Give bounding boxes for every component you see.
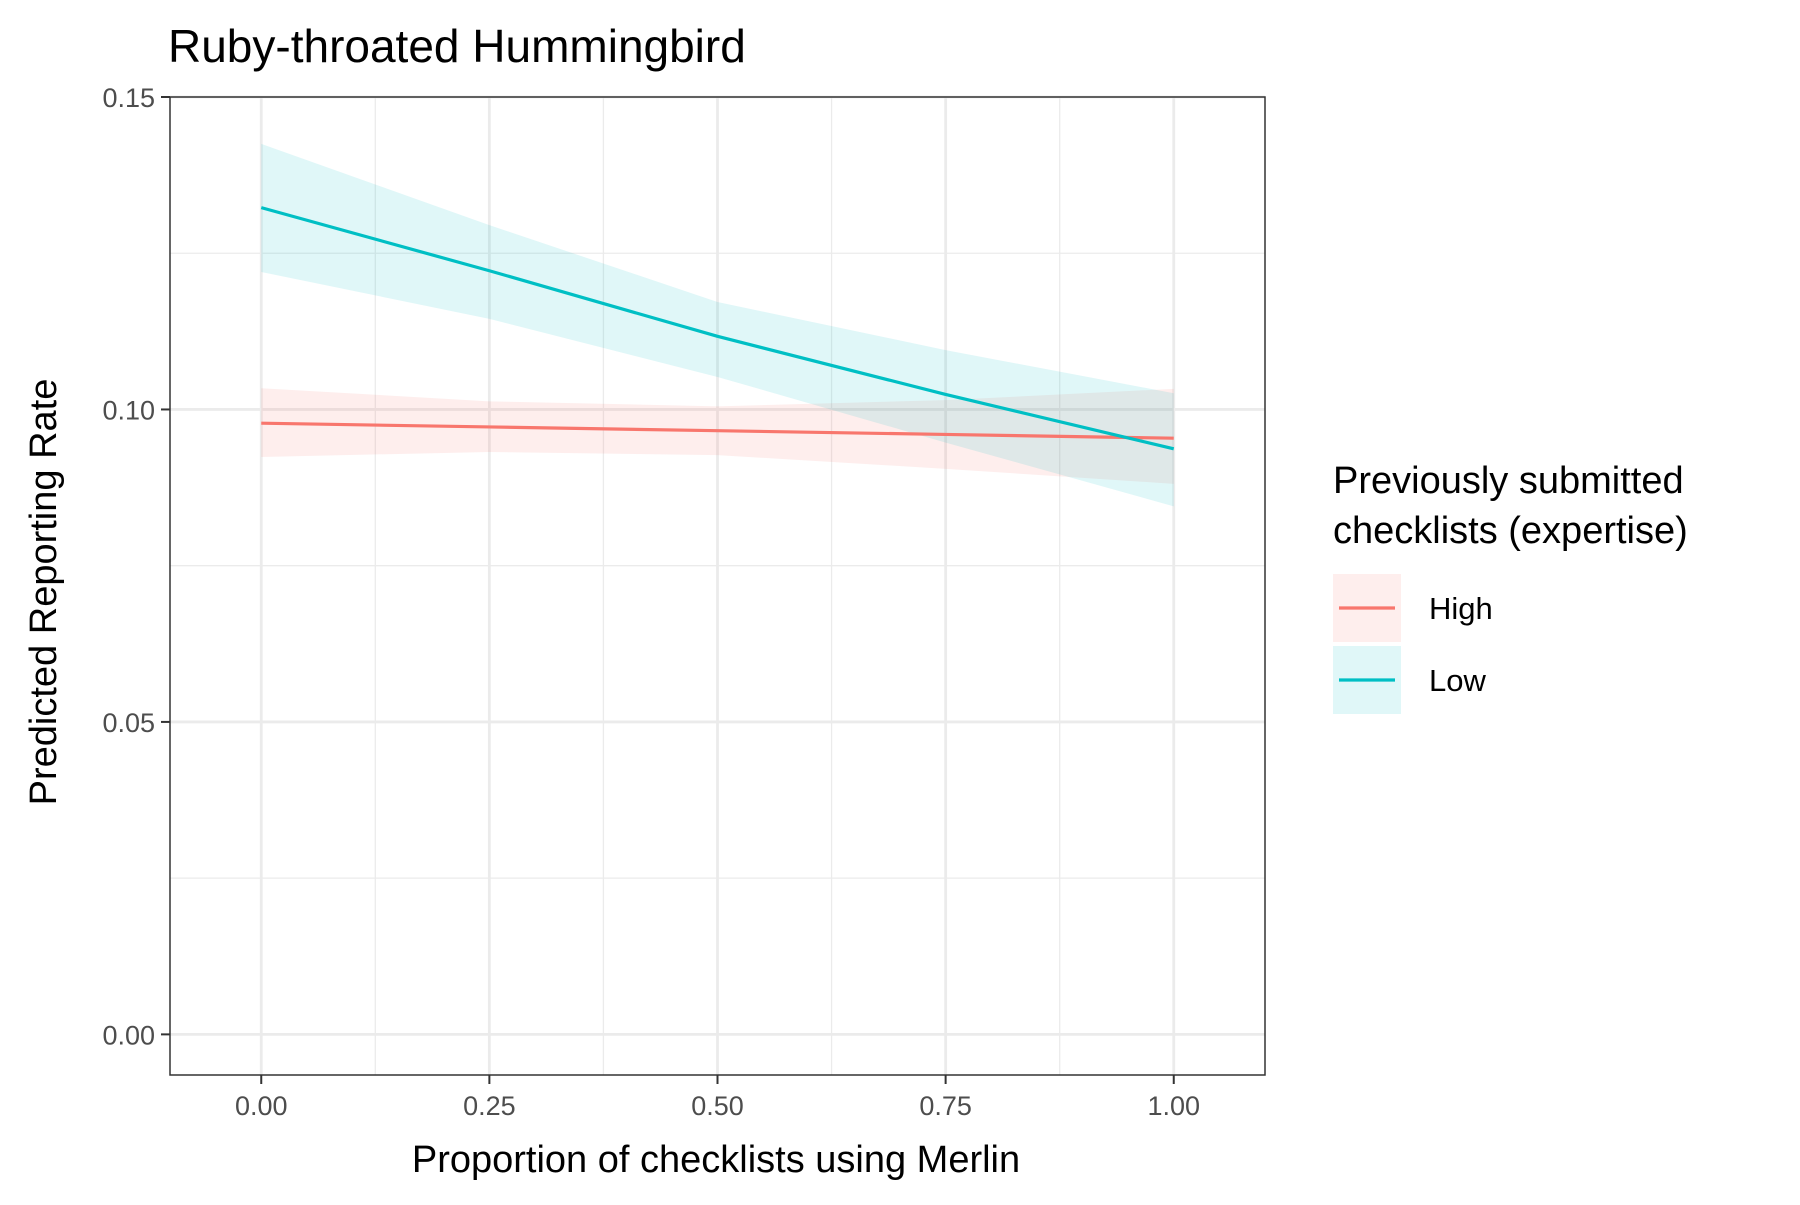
legend-label-low: Low [1429, 663, 1486, 698]
x-tick-label-3: 0.75 [919, 1091, 972, 1121]
legend-title-line-1: checklists (expertise) [1333, 510, 1688, 552]
y-tick-label-1: 0.05 [102, 708, 155, 738]
x-tick-label-1: 0.25 [463, 1091, 516, 1121]
legend-title-line-0: Previously submitted [1333, 460, 1684, 502]
x-tick-label-2: 0.50 [691, 1091, 744, 1121]
chart-title: Ruby-throated Hummingbird [168, 20, 746, 72]
line-low [260, 206, 1175, 451]
x-tick-label-0: 0.00 [235, 1091, 288, 1121]
y-tick-label-2: 0.10 [102, 395, 155, 425]
y-tick-label-0: 0.00 [102, 1020, 155, 1050]
ribbon-high [261, 388, 1174, 484]
legend: Previously submitted checklists (expertis… [1333, 460, 1688, 714]
plot-area: 0.00 0.25 0.50 0.75 1.00 0.00 0.05 0.10 0.15 [102, 83, 1266, 1121]
legend-label-high: High [1429, 591, 1493, 626]
x-tick-label-4: 1.00 [1147, 1091, 1200, 1121]
x-axis-title: Proportion of checklists using Merlin [412, 1139, 1020, 1181]
line-high [261, 421, 1174, 440]
ribbon-low [261, 143, 1174, 507]
y-tick-label-3: 0.15 [102, 83, 155, 113]
y-axis-title: Predicted Reporting Rate [23, 379, 65, 806]
